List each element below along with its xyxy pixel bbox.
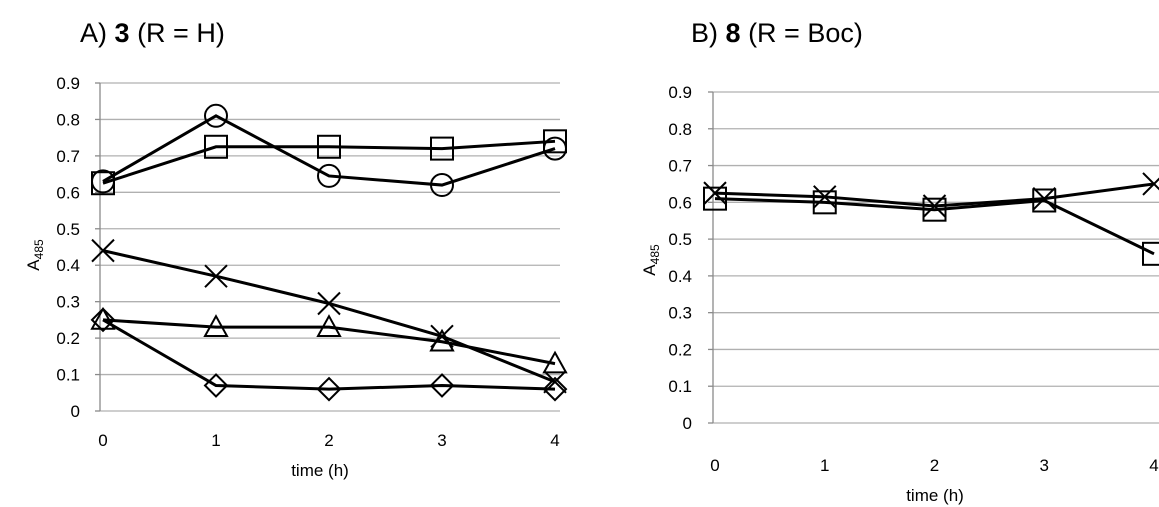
y-tick-label: 0.4 bbox=[56, 256, 80, 275]
y-tick-label: 0.2 bbox=[668, 340, 692, 359]
panel-b-y-axis-label: A485 bbox=[640, 244, 662, 276]
series-line bbox=[102, 114, 556, 187]
y-tick-label: 0.3 bbox=[668, 304, 692, 323]
y-tick-label: 0.9 bbox=[56, 74, 80, 93]
panel-b-gridlines bbox=[708, 91, 1159, 424]
data-point-square-marker bbox=[430, 136, 454, 161]
data-point-square-marker bbox=[812, 190, 837, 215]
y-tick-label: 0.8 bbox=[56, 110, 80, 129]
x-tick-label: 1 bbox=[211, 431, 220, 450]
data-point-diamond-marker bbox=[203, 373, 229, 398]
panel-b-title: B) 8 (R = Boc) bbox=[691, 18, 863, 48]
series-line bbox=[714, 197, 1155, 256]
data-point-square-marker bbox=[1142, 241, 1159, 266]
data-point-square-marker bbox=[91, 171, 115, 196]
data-point-triangle-marker bbox=[90, 306, 116, 330]
series-circle bbox=[91, 103, 567, 198]
data-point-cross-marker bbox=[91, 238, 115, 263]
data-point-diamond-marker bbox=[542, 376, 568, 402]
x-tick-label: 3 bbox=[1040, 456, 1049, 475]
data-point-square-marker bbox=[922, 197, 947, 222]
panel-b-x-ticks: 0 1 2 3 4 bbox=[710, 456, 1158, 475]
data-point-square-marker bbox=[317, 134, 341, 159]
panel-a-x-axis-label: time (h) bbox=[291, 461, 349, 480]
y-tick-label: 0.7 bbox=[668, 157, 692, 176]
panel-b-x-axis-label: time (h) bbox=[906, 486, 964, 505]
y-tick-label: 0 bbox=[71, 402, 80, 421]
x-tick-label: 2 bbox=[930, 456, 939, 475]
data-point-circle-marker bbox=[204, 103, 228, 128]
series-square bbox=[703, 186, 1159, 266]
panel-a-y-axis-label: A485 bbox=[24, 239, 46, 271]
series-line bbox=[102, 318, 556, 366]
x-tick-label: 0 bbox=[98, 431, 107, 450]
y-tick-label: 0.7 bbox=[56, 147, 80, 166]
x-tick-label: 1 bbox=[820, 456, 829, 475]
x-tick-label: 4 bbox=[1149, 456, 1158, 475]
series-line bbox=[102, 318, 556, 391]
x-tick-label: 3 bbox=[437, 431, 446, 450]
data-point-cross-marker bbox=[317, 291, 341, 316]
y-tick-label: 0.1 bbox=[56, 366, 80, 385]
data-point-circle-marker bbox=[430, 173, 454, 198]
series-diamond bbox=[90, 307, 568, 402]
chart-panel-a: A) 3 (R = H) 0 0.1 0.2 0.3 0.4 0.5 0.6 0.7 0.8 0.… bbox=[24, 18, 568, 480]
data-point-square-marker bbox=[703, 186, 727, 211]
y-tick-label: 0.8 bbox=[668, 120, 692, 139]
panel-a-gridlines bbox=[95, 82, 560, 412]
data-point-cross-marker bbox=[703, 181, 727, 205]
series-square bbox=[91, 129, 567, 196]
y-tick-label: 0.5 bbox=[56, 220, 80, 239]
data-point-diamond-marker bbox=[316, 376, 342, 402]
y-tick-label: 0.1 bbox=[668, 377, 692, 396]
data-point-triangle-marker bbox=[316, 314, 342, 337]
y-tick-label: 0.2 bbox=[56, 329, 80, 348]
data-point-triangle-marker bbox=[542, 350, 568, 374]
panel-a-x-ticks: 0 1 2 3 4 bbox=[98, 431, 559, 450]
y-tick-label: 0.3 bbox=[56, 293, 80, 312]
y-tick-label: 0.6 bbox=[56, 183, 80, 202]
data-point-circle-marker bbox=[317, 163, 341, 188]
data-point-cross-marker bbox=[1032, 186, 1056, 211]
x-tick-label: 2 bbox=[324, 431, 333, 450]
data-point-diamond-marker bbox=[90, 307, 116, 333]
panel-a-y-ticks: 0 0.1 0.2 0.3 0.4 0.5 0.6 0.7 0.8 0.9 bbox=[56, 74, 80, 421]
panel-b-y-ticks: 0 0.1 0.2 0.3 0.4 0.5 0.6 0.7 0.8 0.9 bbox=[668, 83, 692, 433]
data-point-diamond-marker bbox=[429, 373, 455, 398]
y-tick-label: 0.5 bbox=[668, 230, 692, 249]
y-tick-label: 0.9 bbox=[668, 83, 692, 102]
x-tick-label: 0 bbox=[710, 456, 719, 475]
data-point-triangle-marker bbox=[203, 314, 229, 337]
series-cross bbox=[91, 238, 567, 394]
data-point-triangle-marker bbox=[429, 328, 455, 352]
y-tick-label: 0.6 bbox=[668, 193, 692, 212]
x-tick-label: 4 bbox=[550, 431, 559, 450]
panel-b-series bbox=[703, 172, 1159, 266]
series-triangle bbox=[90, 306, 568, 374]
data-point-cross-marker bbox=[204, 264, 228, 288]
data-point-cross-marker bbox=[1142, 172, 1159, 196]
y-tick-label: 0 bbox=[683, 414, 692, 433]
panel-a-title: A) 3 (R = H) bbox=[80, 18, 225, 48]
data-point-square-marker bbox=[543, 129, 567, 154]
panel-a-series bbox=[90, 103, 568, 402]
series-line bbox=[102, 139, 556, 185]
chart-panel-b: B) 8 (R = Boc) 0 0.1 0.2 0.3 0.4 0.5 0.6 0.7 0.8… bbox=[640, 18, 1159, 505]
data-point-square-marker bbox=[204, 134, 228, 159]
y-tick-label: 0.4 bbox=[668, 267, 692, 286]
data-point-square-marker bbox=[1032, 188, 1057, 213]
